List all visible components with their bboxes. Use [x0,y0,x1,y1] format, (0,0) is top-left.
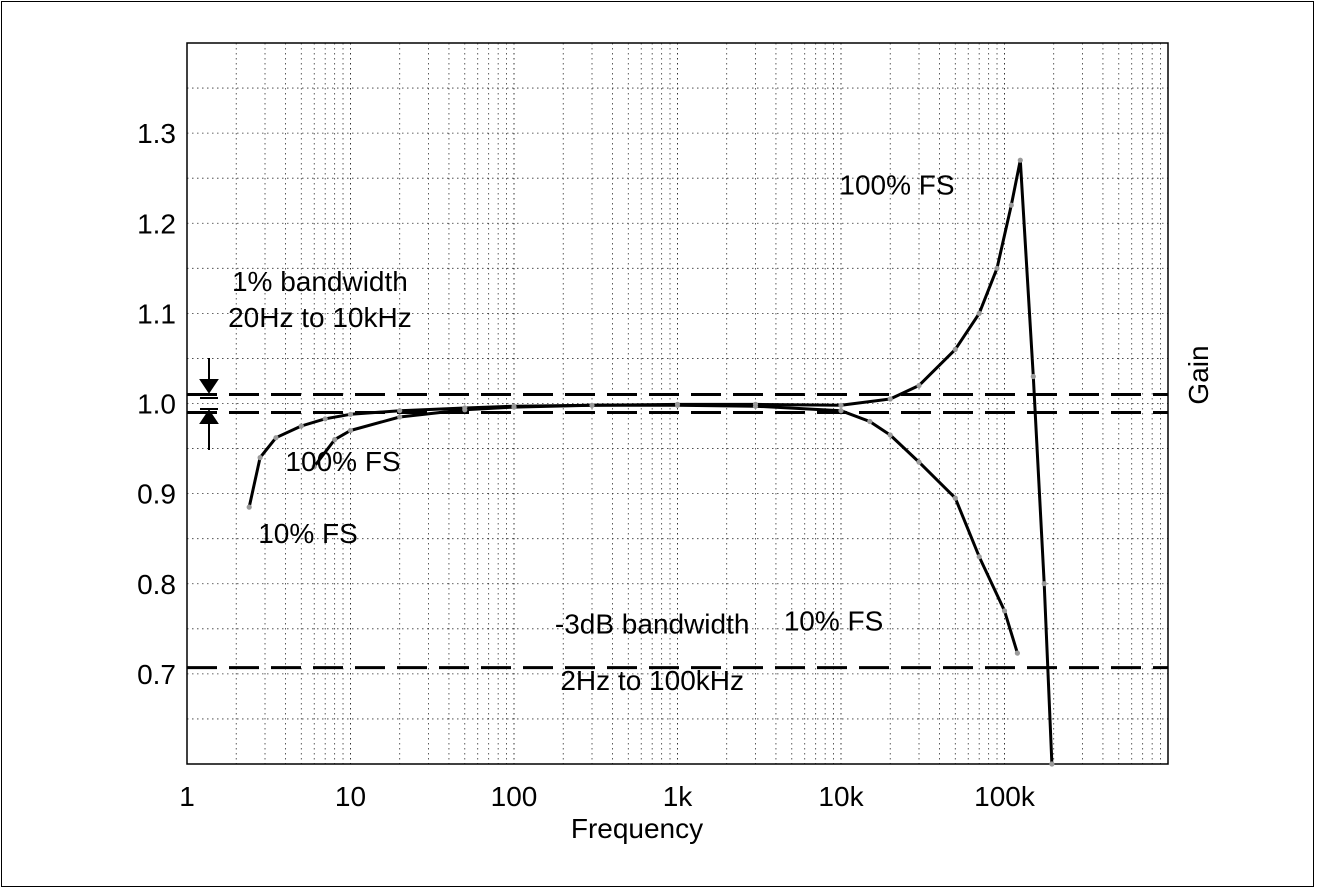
annotation-label: -3dB bandwidth [555,608,750,639]
data-point [674,401,681,407]
y-tick-label: 1.0 [137,389,176,420]
data-point [311,464,317,470]
x-tick-label: 1k [663,781,694,812]
x-tick-label: 10k [818,781,864,812]
data-point [916,382,922,389]
data-point [752,401,759,407]
data-point [322,416,328,422]
data-point [887,396,893,402]
annotation-label: 100% FS [285,446,400,477]
x-axis-label: Frequency [571,813,703,844]
bandwidth-arrows [199,358,219,450]
data-point [257,455,263,461]
annotation-label: 10% FS [258,518,358,549]
data-point [867,418,873,425]
x-tick-label: 10 [335,781,366,812]
annotation-label: 10% FS [784,606,884,637]
data-point [589,402,595,408]
data-point [298,423,304,429]
data-point [1014,650,1021,656]
data-point [952,495,958,501]
data-point [1049,761,1055,767]
series-group [246,157,1055,767]
data-point [976,554,982,560]
data-point [462,407,468,413]
data-point [887,432,893,438]
annotation-label: 20Hz to 10kHz [228,302,412,333]
data-point [1030,373,1036,380]
data-point [976,310,982,316]
reference-lines [187,392,1168,670]
data-point [511,404,517,410]
x-tick-label: 1 [179,781,195,812]
data-point [1008,202,1014,208]
data-point [332,437,338,443]
x-tick-labels: 1 10 100 1k 10k 100k [179,781,1036,812]
annotation-label: 2Hz to 100kHz [560,665,744,696]
data-point [994,265,1000,271]
data-point [397,408,403,414]
data-point [916,459,922,465]
y-tick-labels: 0.7 0.8 0.9 1.0 1.1 1.2 1.3 [137,118,176,690]
y-tick-label: 1.1 [137,298,176,329]
series-line-100pct-fs [313,158,1054,765]
x-tick-label: 100 [491,781,538,812]
annotation-label: 100% FS [839,169,954,200]
annotations: 1% bandwidth 20Hz to 10kHz 100% FS 10% FS 10… [228,169,954,696]
data-point [1001,608,1008,614]
data-point [952,346,958,352]
annotation-label: 1% bandwidth [232,266,408,297]
data-point [397,414,403,420]
data-point [273,435,279,441]
y-axis-label: Gain [1183,345,1214,404]
data-point [1041,581,1047,587]
data-point [1017,157,1023,163]
data-point [246,504,252,510]
y-tick-label: 0.9 [137,479,176,510]
y-tick-label: 1.2 [137,208,176,239]
y-tick-label: 0.8 [137,569,176,600]
data-point [347,411,354,417]
data-point [838,408,844,414]
y-tick-label: 1.3 [137,118,176,149]
plot-area-border [186,42,1169,765]
data-point [347,427,354,434]
y-tick-label: 0.7 [137,659,176,690]
x-tick-label: 100k [974,781,1036,812]
data-point [838,402,844,408]
